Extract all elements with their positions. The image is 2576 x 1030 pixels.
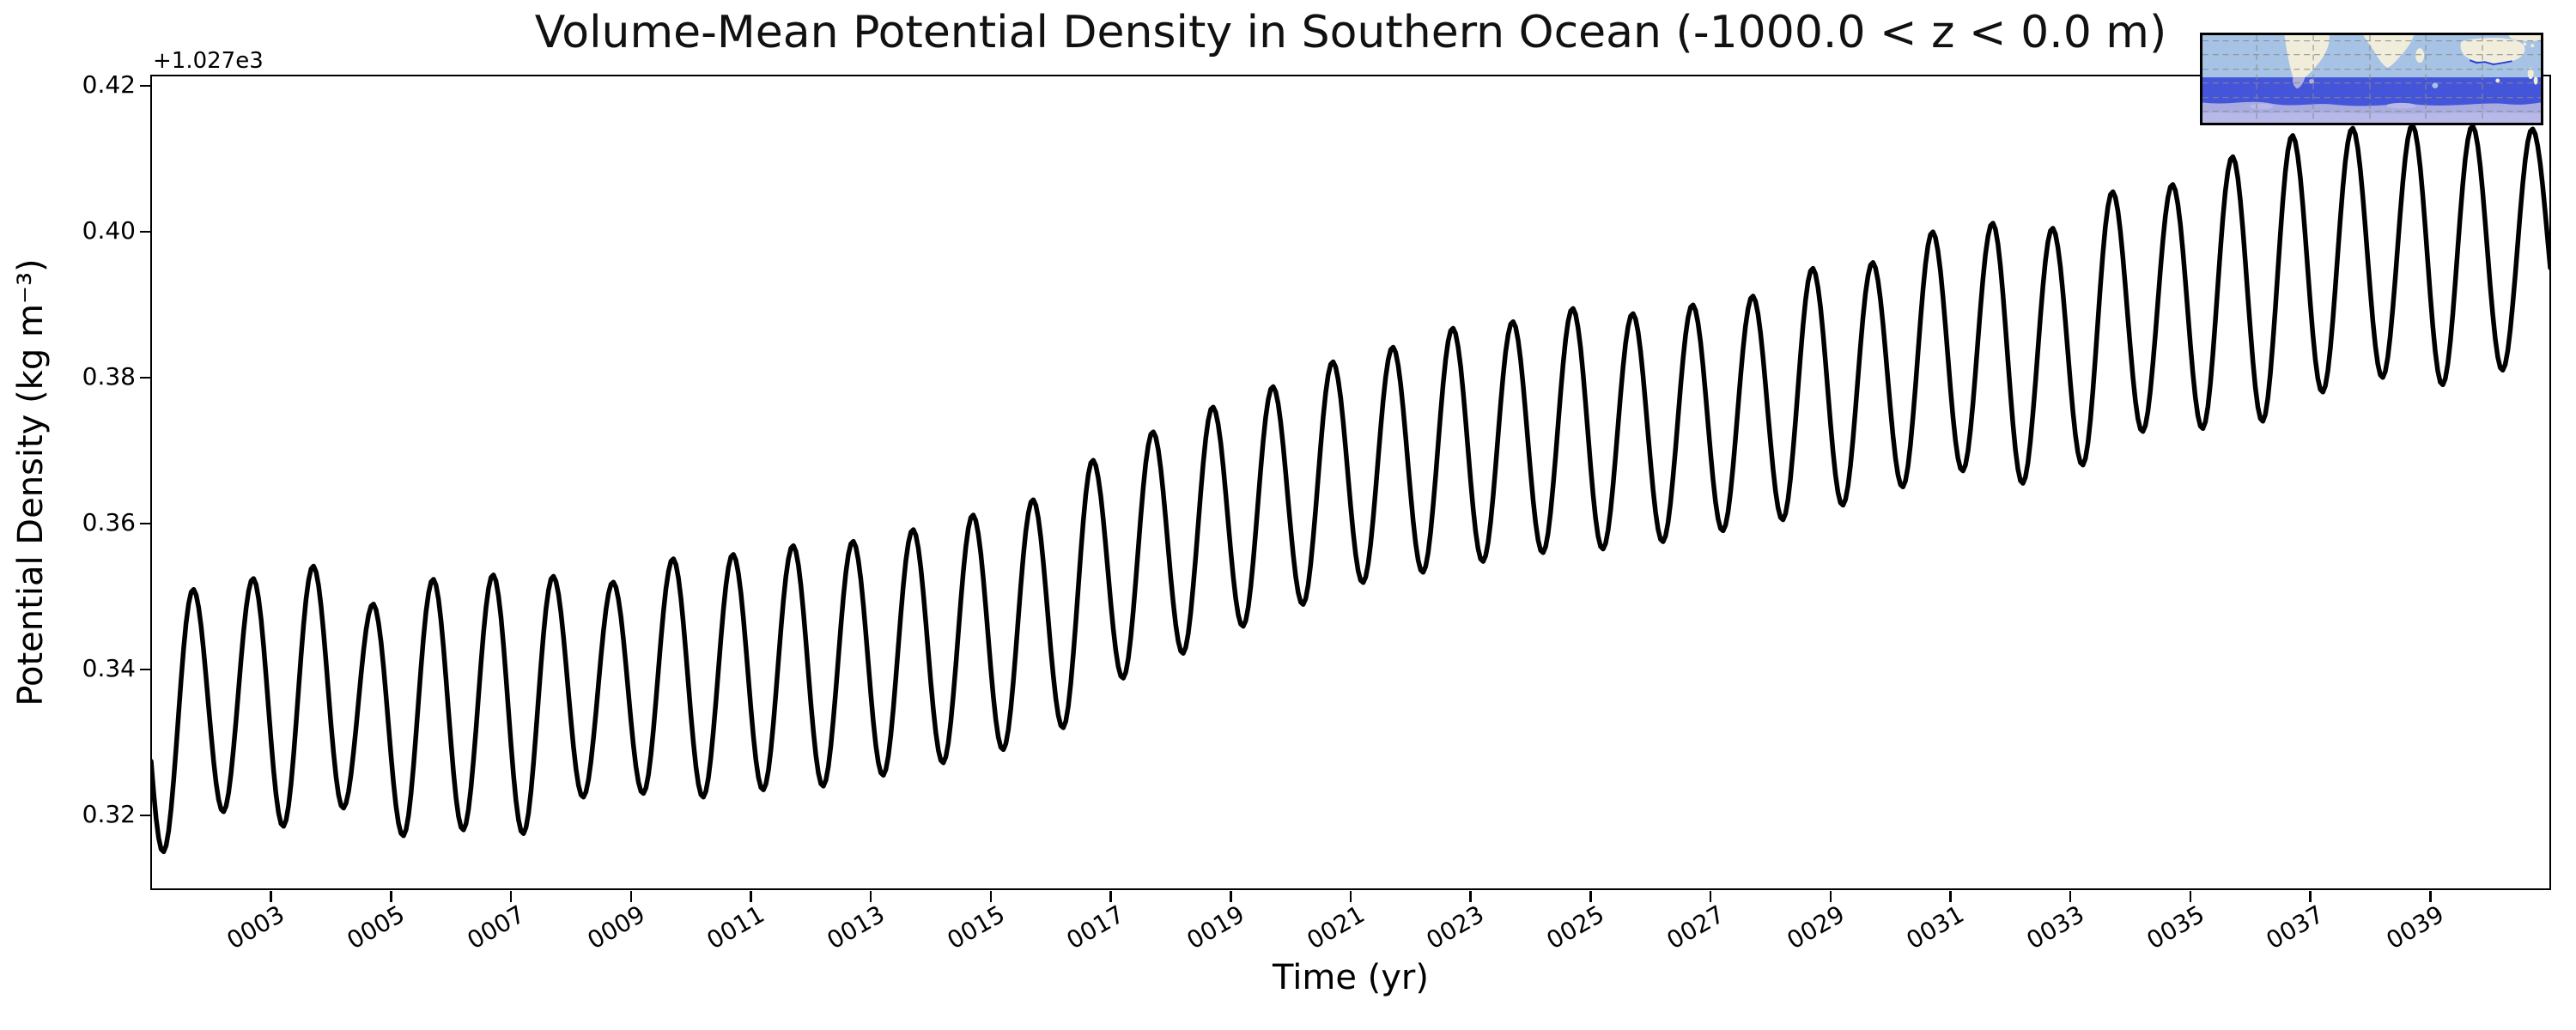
y-axis-offset-text: +1.027e3 [153, 48, 264, 74]
x-tick-mark [750, 891, 752, 902]
map-new-zealand [2527, 67, 2534, 79]
x-tick-label: 0007 [462, 900, 530, 955]
y-tick-label: 0.36 [82, 508, 136, 537]
map-antarctica-ice [2202, 112, 2541, 123]
y-tick-label: 0.34 [82, 654, 136, 683]
map-gridlines [2202, 35, 2541, 123]
map-africa [2363, 35, 2415, 68]
y-tick-label: 0.38 [82, 361, 136, 391]
x-tick-label: 0037 [2261, 900, 2330, 955]
x-tick-label: 0015 [942, 900, 1010, 955]
x-tick-mark [2189, 891, 2192, 902]
y-tick-mark [140, 522, 151, 525]
inset-map-svg [2202, 35, 2541, 123]
map-tasmania [2495, 78, 2500, 83]
x-tick-label: 0039 [2381, 900, 2449, 955]
map-southeast-asia [2508, 35, 2541, 42]
x-tick-mark [989, 891, 993, 902]
y-tick-mark [140, 230, 151, 233]
x-tick-label: 0023 [1421, 900, 1490, 955]
x-tick-mark [869, 891, 872, 902]
x-tick-label: 0009 [582, 900, 650, 955]
map-subantarctic-island [2432, 82, 2439, 88]
y-tick-mark [140, 814, 151, 817]
x-tick-mark [1349, 891, 1352, 902]
x-tick-mark [1469, 891, 1472, 902]
x-tick-label: 0033 [2021, 900, 2089, 955]
x-tick-mark [1109, 891, 1112, 902]
map-madagascar [2415, 48, 2425, 64]
inset-map [2200, 33, 2543, 125]
map-ice-shelf [2250, 103, 2274, 110]
x-tick-mark [1230, 891, 1232, 902]
x-tick-mark [1709, 891, 1712, 902]
y-tick-mark [140, 668, 151, 671]
x-tick-mark [2069, 891, 2072, 902]
x-tick-mark [509, 891, 513, 902]
x-tick-label: 0013 [822, 900, 890, 955]
y-tick-mark [140, 84, 151, 88]
map-island [2513, 40, 2518, 45]
x-tick-label: 0019 [1182, 900, 1249, 955]
plot-title: Volume-Mean Potential Density in Souther… [534, 7, 2167, 58]
x-tick-label: 0027 [1662, 900, 1729, 955]
x-tick-mark [2309, 891, 2312, 902]
y-tick-label: 0.40 [82, 215, 136, 245]
x-tick-label: 0035 [2142, 900, 2209, 955]
map-australia-coast-boundary [2469, 59, 2512, 65]
map-falkland-islands [2309, 79, 2315, 84]
x-tick-mark [1949, 891, 1952, 902]
map-south-america [2284, 35, 2330, 78]
x-tick-mark [629, 891, 633, 902]
y-tick-label: 0.42 [82, 70, 136, 99]
plot-area [150, 75, 2551, 890]
x-tick-label: 0017 [1061, 900, 1130, 955]
map-new-zealand [2533, 76, 2538, 85]
y-tick-label: 0.32 [82, 800, 136, 829]
map-australia [2460, 38, 2525, 64]
x-tick-label: 0003 [222, 900, 290, 955]
map-ice-shelf [2385, 102, 2417, 109]
map-island [2530, 44, 2535, 48]
x-axis-label: Time (yr) [1273, 958, 1429, 997]
x-tick-label: 0031 [1901, 900, 1969, 955]
x-tick-label: 0025 [1541, 900, 1609, 955]
map-island [2523, 42, 2527, 46]
x-tick-label: 0021 [1302, 900, 1370, 955]
x-tick-label: 0029 [1782, 900, 1850, 955]
x-tick-mark [1589, 891, 1592, 902]
x-tick-label: 0005 [342, 900, 410, 955]
x-tick-mark [1829, 891, 1832, 902]
x-tick-mark [2429, 891, 2432, 902]
x-tick-mark [270, 891, 272, 902]
y-axis-label: Potential Density (kg m⁻³) [11, 258, 51, 706]
x-tick-mark [390, 891, 392, 902]
x-tick-label: 0011 [702, 900, 769, 955]
y-tick-mark [140, 376, 151, 379]
